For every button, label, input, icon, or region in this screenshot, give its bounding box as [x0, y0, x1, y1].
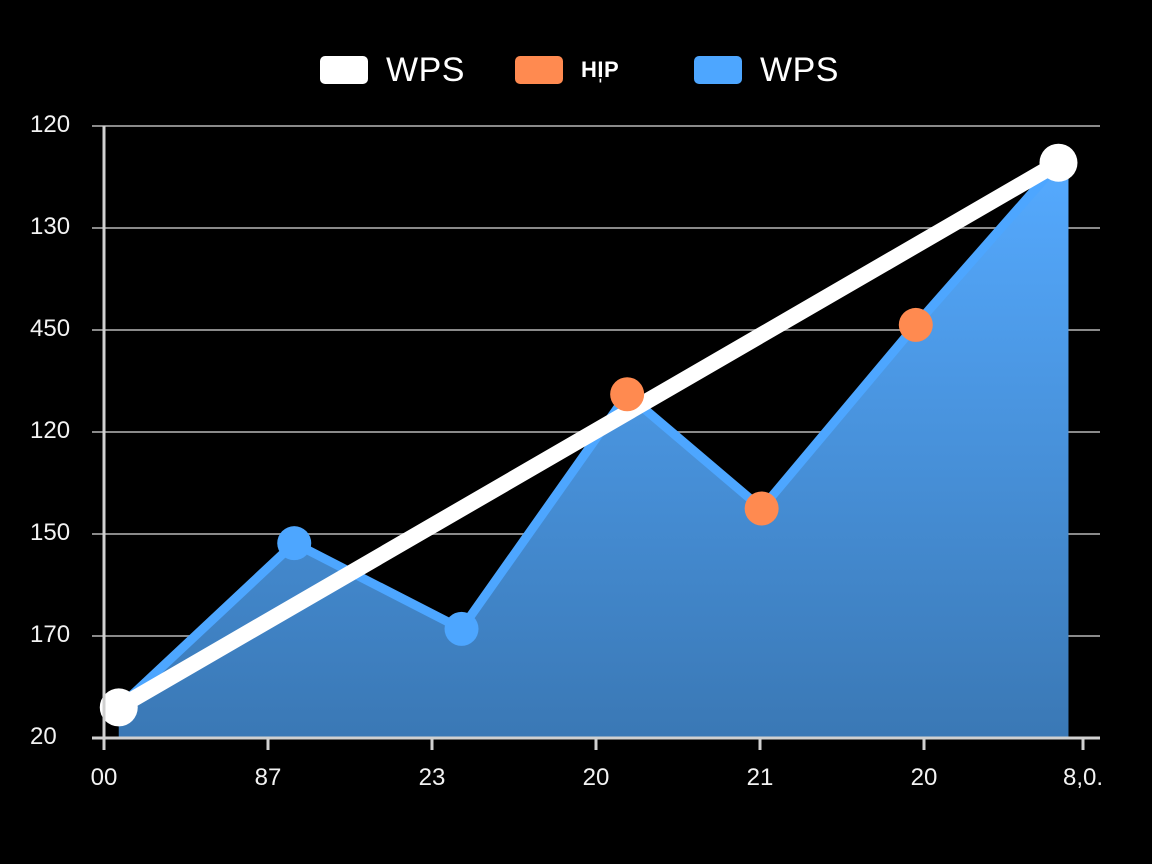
blue-point-marker[interactable] — [444, 611, 479, 646]
blue-area-series — [115, 159, 1069, 739]
y-tick-label: 130 — [30, 213, 71, 240]
blue-point-marker[interactable] — [277, 526, 312, 561]
y-tick-label: 450 — [30, 315, 71, 342]
x-tick-label: 87 — [254, 764, 282, 791]
x-tick-label: 8,0. — [1062, 764, 1104, 791]
data-markers — [99, 143, 1078, 727]
legend-swatch-blue — [694, 56, 742, 84]
orange-point-marker[interactable] — [744, 491, 779, 526]
legend-label: WPS — [386, 50, 465, 89]
white-point-marker[interactable] — [1039, 143, 1078, 182]
white-point-marker[interactable] — [99, 688, 138, 727]
x-tick-label: 21 — [746, 764, 774, 791]
x-tick-label: 20 — [910, 764, 938, 791]
legend-swatch-white — [320, 56, 368, 84]
white-trend-line — [110, 154, 1067, 716]
orange-point-marker[interactable] — [898, 307, 933, 342]
orange-point-marker[interactable] — [610, 377, 645, 412]
y-tick-label: 170 — [30, 621, 71, 648]
y-tick-label: 120 — [30, 417, 71, 444]
legend-label: WPS — [760, 50, 839, 89]
x-tick-label: 00 — [90, 764, 118, 791]
legend-item-white-wps[interactable]: WPS — [320, 48, 465, 92]
white-line-series — [110, 154, 1067, 716]
legend: WPS HI̩P WPS — [0, 48, 1152, 92]
legend-item-orange[interactable]: HI̩P — [515, 48, 619, 92]
legend-label: HI̩P — [581, 57, 620, 82]
x-tick-label: 23 — [418, 764, 446, 791]
axes — [92, 126, 1100, 750]
area-fill — [118, 162, 1069, 739]
y-tick-label: 20 — [30, 723, 57, 750]
y-tick-label: 150 — [30, 519, 71, 546]
legend-swatch-orange — [515, 56, 563, 84]
x-tick-label: 20 — [582, 764, 610, 791]
y-tick-label: 120 — [30, 111, 71, 138]
legend-item-blue-wps[interactable]: WPS — [694, 48, 839, 92]
